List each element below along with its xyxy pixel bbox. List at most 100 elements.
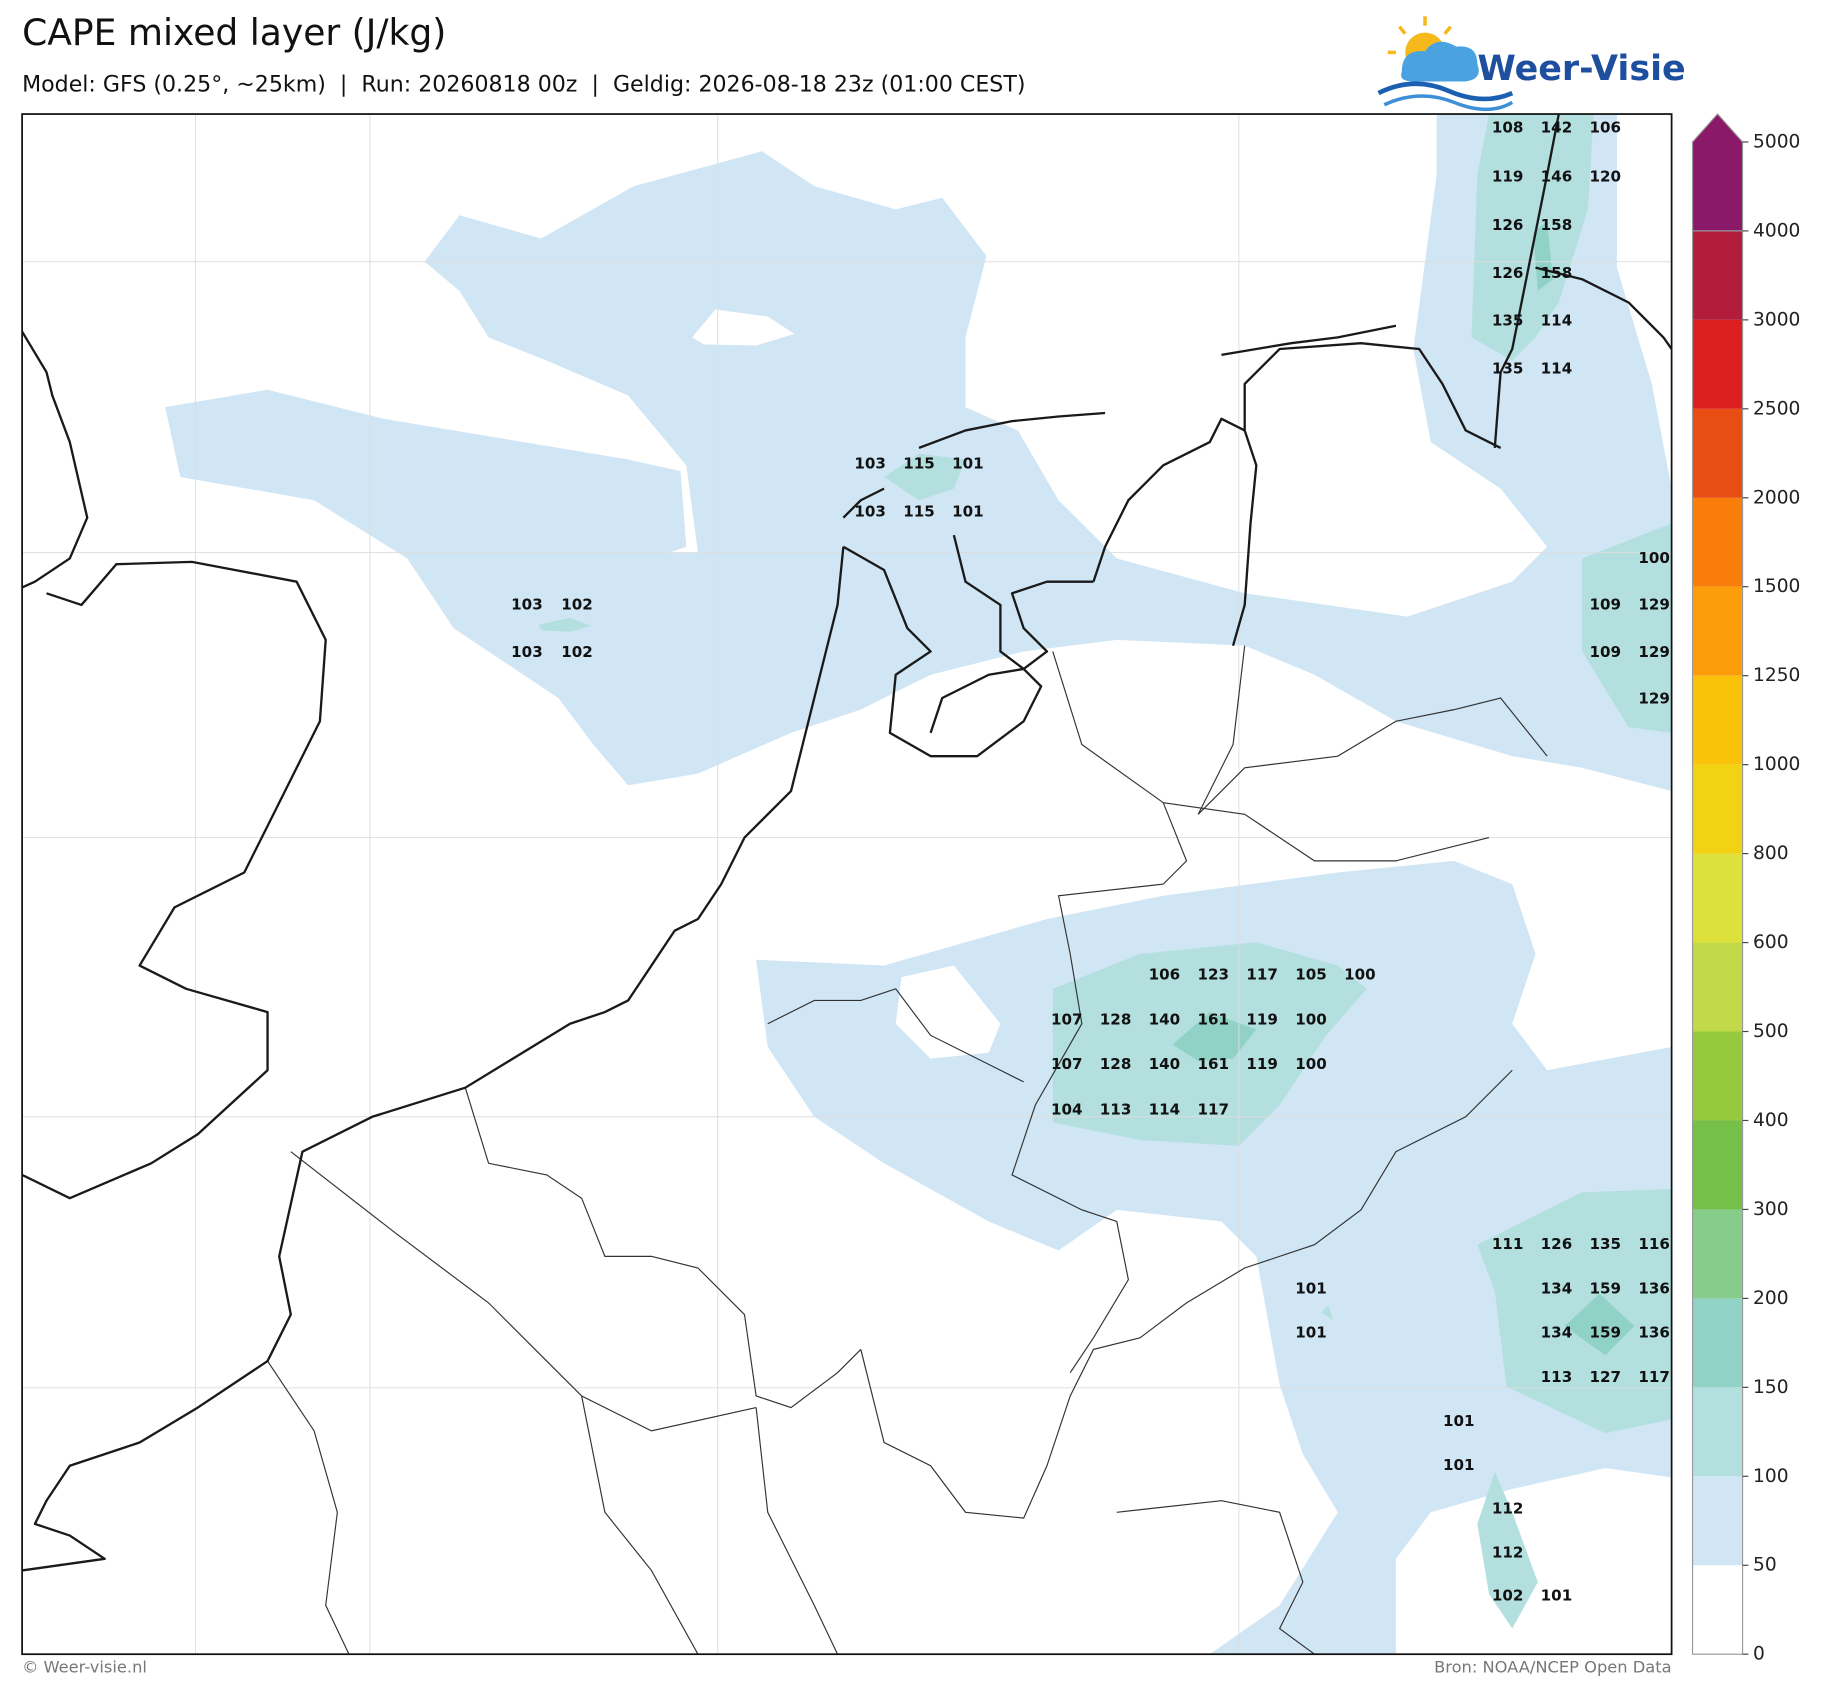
cape-value: 101 <box>1295 1324 1327 1342</box>
colorbar-tick-label: 3000 <box>1753 309 1800 330</box>
colorbar-segment <box>1692 853 1743 943</box>
colorbar-segment <box>1692 1209 1743 1299</box>
cape-value: 103 <box>854 455 886 473</box>
cape-value: 123 <box>1198 965 1230 983</box>
cape-value: 102 <box>561 595 593 613</box>
colorbar-tick-label: 4000 <box>1753 220 1800 241</box>
cape-value: 105 <box>1295 965 1327 983</box>
cape-value: 135 <box>1492 312 1524 330</box>
cape-value: 129 <box>1638 690 1670 708</box>
cape-value: 100 <box>1295 1011 1327 1029</box>
cape-value: 159 <box>1590 1324 1622 1342</box>
colorbar-tick-label: 50 <box>1753 1555 1777 1576</box>
cape-value: 101 <box>952 455 984 473</box>
cape-value: 113 <box>1100 1100 1132 1118</box>
colorbar-tick-label: 400 <box>1753 1110 1789 1131</box>
title: CAPE mixed layer (J/kg) <box>22 12 446 54</box>
colorbar-segment <box>1692 1476 1743 1566</box>
cape-value: 106 <box>1590 119 1622 137</box>
cape-value: 158 <box>1541 264 1573 282</box>
colorbar-segment <box>1692 497 1743 587</box>
colorbar-tick-label: 5000 <box>1753 131 1800 152</box>
footer-left: © Weer-visie.nl <box>22 1658 147 1677</box>
cape-value: 115 <box>903 502 935 520</box>
cape-value: 108 <box>1492 119 1524 137</box>
subtitle: Model: GFS (0.25°, ~25km) | Run: 2026081… <box>22 71 1025 97</box>
cape-value: 119 <box>1246 1055 1278 1073</box>
colorbar-tick-label: 0 <box>1753 1644 1765 1665</box>
cape-value: 106 <box>1149 965 1181 983</box>
coastlines <box>22 114 1672 1572</box>
cape-value: 114 <box>1541 359 1573 377</box>
logo-text: Weer-Visie <box>1477 49 1685 89</box>
colorbar-segment <box>1692 675 1743 765</box>
cape-value: 126 <box>1492 264 1524 282</box>
cape-value: 128 <box>1100 1011 1132 1029</box>
cape-value: 101 <box>1443 1412 1475 1430</box>
cape-value: 142 <box>1541 119 1573 137</box>
cape-value: 126 <box>1492 216 1524 234</box>
footer-right: Bron: NOAA/NCEP Open Data <box>1434 1658 1672 1677</box>
cape-value: 161 <box>1198 1011 1230 1029</box>
cape-value: 104 <box>1051 1100 1083 1118</box>
colorbar-tick-label: 100 <box>1753 1466 1789 1487</box>
cape-value: 101 <box>1541 1587 1573 1605</box>
cape-value: 120 <box>1590 167 1622 185</box>
cape-value: 113 <box>1541 1368 1573 1386</box>
cape-value: 140 <box>1149 1011 1181 1029</box>
colorbar-segment <box>1692 1120 1743 1210</box>
cape-shading <box>165 114 1672 1655</box>
cape-value: 136 <box>1638 1279 1670 1297</box>
colorbar-tick-label: 2000 <box>1753 487 1800 508</box>
colorbar-tick-label: 1250 <box>1753 665 1800 686</box>
map: 108 142 106 119 146 120 126 158 126 158 135 114 135 1… <box>22 114 1672 1655</box>
colorbar-segment <box>1692 1387 1743 1477</box>
cape-value: 103 <box>854 502 886 520</box>
colorbar-tick-label: 1500 <box>1753 576 1800 597</box>
cape-value: 119 <box>1246 1011 1278 1029</box>
cape-value: 101 <box>952 502 984 520</box>
cape-value: 161 <box>1198 1055 1230 1073</box>
colorbar-tick-label: 300 <box>1753 1199 1789 1220</box>
graticule <box>22 114 1672 1655</box>
cape-value: 101 <box>1443 1456 1475 1474</box>
cape-value: 119 <box>1492 167 1524 185</box>
cape-value: 129 <box>1638 643 1670 661</box>
cape-value: 109 <box>1590 595 1622 613</box>
colorbar-segment <box>1692 230 1743 320</box>
cape-value: 102 <box>1492 1587 1524 1605</box>
cape-value: 158 <box>1541 216 1573 234</box>
colorbar-tick-label: 500 <box>1753 1021 1789 1042</box>
cape-value: 115 <box>903 455 935 473</box>
cape-value: 100 <box>1295 1055 1327 1073</box>
colorbar-tick-label: 600 <box>1753 932 1789 953</box>
cape-value: 103 <box>511 643 543 661</box>
cape-value: 111 <box>1492 1235 1524 1253</box>
cape-value: 128 <box>1100 1055 1132 1073</box>
colorbar-arrow <box>1691 113 1744 232</box>
map-frame <box>21 113 1673 1656</box>
cape-value: 136 <box>1638 1324 1670 1342</box>
cape-value: 135 <box>1590 1235 1622 1253</box>
cape-value: 129 <box>1638 595 1670 613</box>
cape-value: 100 <box>1344 965 1376 983</box>
cape-value: 107 <box>1051 1055 1083 1073</box>
cape-value: 100 <box>1638 549 1670 567</box>
colorbar-segment <box>1692 1031 1743 1121</box>
cape-value: 117 <box>1246 965 1278 983</box>
colorbar-segment <box>1692 942 1743 1032</box>
cape-value: 146 <box>1541 167 1573 185</box>
cape-value: 114 <box>1149 1100 1181 1118</box>
colorbar-segment <box>1692 319 1743 409</box>
cape-value: 112 <box>1492 1544 1524 1562</box>
cape-value: 101 <box>1295 1279 1327 1297</box>
colorbar-segment <box>1692 408 1743 498</box>
cape-value: 107 <box>1051 1011 1083 1029</box>
value-labels: 108 142 106 119 146 120 126 158 126 158 135 114 135 1… <box>511 119 1670 1605</box>
cape-value: 135 <box>1492 359 1524 377</box>
colorbar-segment <box>1692 764 1743 854</box>
cape-value: 127 <box>1590 1368 1622 1386</box>
cape-value: 126 <box>1541 1235 1573 1253</box>
